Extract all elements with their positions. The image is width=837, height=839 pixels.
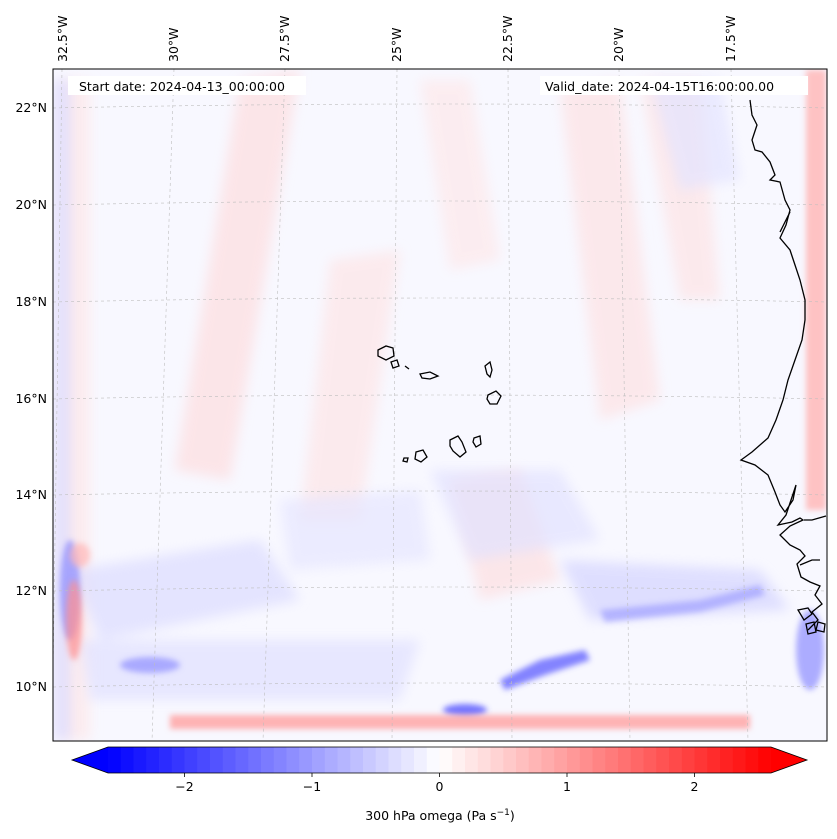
colorbar-segment: [681, 747, 695, 773]
lon-label: 27.5°W: [277, 16, 292, 62]
colorbar-segment: [261, 747, 275, 773]
colorbar-segment: [108, 747, 122, 773]
colorbar-segment: [490, 747, 504, 773]
lat-label: 10°N: [15, 679, 47, 694]
colorbar-segment: [758, 747, 772, 773]
colorbar-segment: [503, 747, 517, 773]
colorbar-segment: [452, 747, 466, 773]
colorbar-segment: [401, 747, 415, 773]
cape-verde-islands: [377, 345, 502, 463]
start-date-box: [68, 76, 306, 95]
colorbar-segment: [669, 747, 683, 773]
lat-label: 12°N: [15, 583, 47, 598]
colorbar-segment: [605, 747, 619, 773]
colorbar-segment: [732, 747, 746, 773]
colorbar-segment: [465, 747, 479, 773]
colorbar-tick-label: 1: [563, 779, 571, 794]
colorbar-extend-max: [771, 747, 807, 773]
lon-label: 32.5°W: [55, 16, 70, 62]
colorbar-segment: [184, 747, 198, 773]
map-panel: Start date: 2024-04-13_00:00:00 Valid_da…: [52, 68, 828, 742]
colorbar-segment: [286, 747, 300, 773]
lon-label: 20°W: [611, 27, 626, 62]
colorbar-ticks: −2 −1 0 1 2: [175, 773, 698, 794]
colorbar-segment: [618, 747, 632, 773]
colorbar-segment: [643, 747, 657, 773]
lat-label: 22°N: [15, 100, 47, 115]
colorbar: −2 −1 0 1 2 300 hPa omega (Pa s−1): [70, 746, 809, 823]
colorbar-segment: [159, 747, 173, 773]
colorbar-outline: [70, 746, 809, 774]
colorbar-segment: [720, 747, 734, 773]
lat-label: 18°N: [15, 294, 47, 309]
valid-date-text: Valid_date: 2024-04-15T16:00:00.00: [545, 79, 774, 94]
colorbar-segment: [235, 747, 249, 773]
lat-label: 20°N: [15, 197, 47, 212]
map-header: Start date: 2024-04-13_00:00:00 Valid_da…: [68, 76, 808, 95]
lat-label: 16°N: [15, 391, 47, 406]
colorbar-segment: [350, 747, 364, 773]
longitude-labels: 32.5°W 30°W 27.5°W 25°W 22.5°W 20°W 17.5…: [55, 16, 738, 62]
colorbar-segment: [299, 747, 313, 773]
start-date-text: Start date: 2024-04-13_00:00:00: [79, 79, 285, 94]
colorbar-segment: [745, 747, 759, 773]
colorbar-segment: [516, 747, 530, 773]
coastline: [739, 99, 827, 635]
colorbar-segment: [133, 747, 147, 773]
colorbar-segment: [554, 747, 568, 773]
colorbar-segment: [120, 747, 134, 773]
colorbar-segment: [388, 747, 402, 773]
colorbar-segment: [222, 747, 236, 773]
colorbar-segment: [528, 747, 542, 773]
colorbar-tick-label: −1: [303, 779, 321, 794]
colorbar-segment: [707, 747, 721, 773]
colorbar-segment: [477, 747, 491, 773]
colorbar-segment: [630, 747, 644, 773]
colorbar-segment: [248, 747, 262, 773]
colorbar-segment: [312, 747, 326, 773]
colorbar-segment: [324, 747, 338, 773]
colorbar-segment: [567, 747, 581, 773]
colorbar-label: 300 hPa omega (Pa s−1): [365, 808, 515, 823]
lat-label: 14°N: [15, 487, 47, 502]
colorbar-segment: [579, 747, 593, 773]
map-frame: [52, 68, 828, 742]
colorbar-segment: [146, 747, 160, 773]
colorbar-tick-label: 0: [436, 779, 444, 794]
colorbar-segment: [592, 747, 606, 773]
colorbar-segment: [375, 747, 389, 773]
colorbar-segment: [273, 747, 287, 773]
colorbar-segment: [439, 747, 453, 773]
latitude-labels: 22°N 20°N 18°N 16°N 14°N 12°N 10°N: [15, 100, 47, 694]
colorbar-segment: [656, 747, 670, 773]
colorbar-segment: [171, 747, 185, 773]
colorbar-segment: [197, 747, 211, 773]
valid-date-box: [540, 76, 808, 95]
colorbar-segment: [337, 747, 351, 773]
colorbar-segment: [694, 747, 708, 773]
colorbar-extend-min: [72, 747, 108, 773]
lon-label: 30°W: [166, 27, 181, 62]
colorbar-segment: [541, 747, 555, 773]
colorbar-segment: [414, 747, 428, 773]
lon-label: 25°W: [389, 27, 404, 62]
lon-label: 17.5°W: [723, 16, 738, 62]
colorbar-segment: [210, 747, 224, 773]
colorbar-segment: [363, 747, 377, 773]
colorbar-tick-label: 2: [691, 779, 699, 794]
lon-label: 22.5°W: [500, 16, 515, 62]
colorbar-segment: [426, 747, 440, 773]
omega-field: [54, 70, 826, 740]
map-gridlines: [53, 69, 827, 741]
colorbar-tick-label: −2: [175, 779, 193, 794]
colorbar-segments: [108, 747, 772, 773]
